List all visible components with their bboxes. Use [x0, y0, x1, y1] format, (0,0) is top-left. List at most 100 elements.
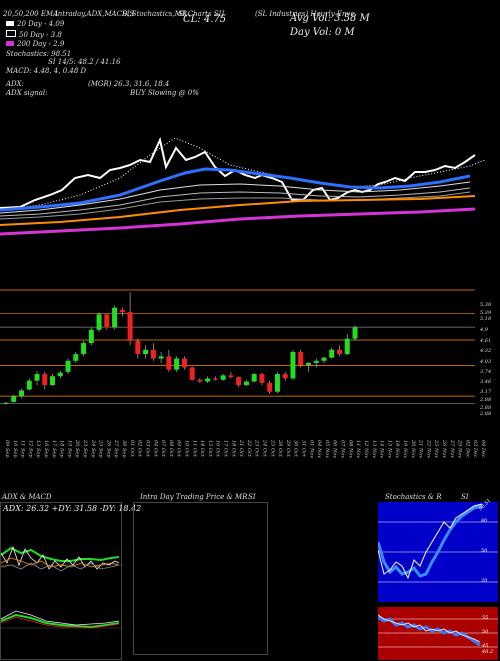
date-tick: 26 Nov [440, 440, 447, 459]
candle-body [65, 360, 71, 372]
candle-body [11, 396, 17, 402]
candle-body [305, 362, 311, 366]
intraday-panel [133, 502, 268, 655]
dotted-line [0, 137, 486, 211]
date-tick: 23 Oct [253, 440, 260, 457]
date-tick: 01 Oct [128, 440, 135, 457]
header-tab-stochastics[interactable]: SI,Stochastics,MR [122, 10, 188, 18]
ema-chart [0, 136, 486, 236]
date-tick: 25 Oct [269, 440, 276, 457]
candle-body [251, 374, 257, 382]
candle-body [220, 375, 226, 380]
date-tick: 09 Sep [4, 440, 10, 458]
date-tick: 17 Sep [50, 440, 57, 458]
header-tab-hourly[interactable]: (SL Industries) Hourly Enve [255, 10, 355, 18]
header-tab-charts[interactable]: SI,Charts SIJ [178, 10, 225, 18]
intraday-si: SI [248, 493, 256, 501]
date-tick: 24 Sep [89, 440, 96, 458]
date-tick: 16 Oct [214, 440, 221, 457]
date-tick: 08 Oct [167, 440, 174, 457]
candle-body [3, 402, 9, 404]
candle-body [181, 358, 187, 368]
candle-body [228, 375, 234, 378]
date-tick: 04 Dec [480, 440, 486, 458]
candle-body [282, 374, 288, 379]
ema20-swatch [6, 21, 14, 26]
date-tick: 04 Oct [152, 440, 159, 457]
candle-body [150, 349, 156, 359]
date-tick: 16 Sep [43, 440, 50, 458]
candle-body [205, 378, 211, 382]
close-price: CL: 4.75 [183, 14, 227, 25]
stoch-level-50: 50 [481, 548, 488, 554]
price-tick: 4.9 [480, 327, 488, 333]
price-tick: 2.88 [480, 411, 492, 417]
date-tick: 21 Oct [238, 440, 245, 457]
date-tick: 29 Nov [456, 440, 463, 459]
avg-volume: Avg Vol: 3.58 M [290, 13, 370, 24]
stochastics-label: Stochastics: 98.51 [6, 50, 72, 58]
stochastics-si: SI [461, 493, 469, 501]
candle-body [104, 314, 110, 328]
header-tab-intraday[interactable]: Intraday,ADX,MACD,S [55, 10, 135, 18]
ema50-swatch [6, 30, 16, 37]
adx-macd-title: ADX & MACD [2, 493, 52, 501]
candle-body [321, 357, 327, 361]
date-tick: 03 Oct [144, 440, 151, 457]
si-plot [378, 614, 498, 648]
date-tick: 07 Oct [160, 440, 167, 457]
macd-label: MACD: 4.48, 4, 0.48 D [6, 67, 87, 75]
date-tick: 18 Nov [394, 440, 401, 459]
candle-body [344, 338, 350, 355]
day-volume: Day Vol: 0 M [290, 27, 355, 38]
candle-body [352, 327, 358, 339]
date-tick: 30 Oct [292, 440, 299, 457]
stoch-level-20: 20 [481, 578, 488, 584]
date-tick: 08 Nov [347, 440, 354, 459]
date-tick: 20 Sep [74, 440, 81, 458]
candle-body [127, 312, 133, 341]
si-value: 48.2 [482, 649, 494, 655]
date-tick: 18 Oct [230, 440, 237, 457]
blue-line [0, 167, 471, 212]
date-tick: 10 Oct [183, 440, 190, 457]
date-tick: 30 Sep [121, 440, 128, 458]
stochastics-panel: 80 50 20 98.51 [378, 498, 498, 602]
date-tick: 20 Nov [409, 440, 416, 459]
price-tick: 5.38 [480, 302, 492, 308]
price-tick: 3.74 [480, 369, 492, 375]
date-tick: 09 Oct [175, 440, 182, 457]
date-tick: 19 Nov [401, 440, 408, 459]
candle-body [174, 358, 180, 370]
date-tick: 03 Dec [472, 440, 479, 458]
candle-body [236, 377, 242, 386]
adx-signal-label: ADX signal: [6, 89, 48, 97]
ema50-row: 50 Day - 3.8 [6, 30, 62, 39]
date-tick: 17 Oct [222, 440, 229, 457]
candle-body [50, 376, 56, 386]
date-tick: 24 Oct [261, 440, 268, 457]
price-tick: 2.88 [480, 405, 492, 411]
si-label: SI 14/5: 48.2 / 41.16 [48, 58, 121, 66]
candle-body [313, 360, 319, 363]
date-tick: 02 Oct [136, 440, 143, 457]
candle-body [96, 314, 102, 330]
si-panel: 55 50 45 48.2 [378, 607, 498, 660]
price-tick: 5.18 [480, 316, 492, 322]
candle-body [298, 351, 304, 366]
ema-grey-line [0, 191, 471, 220]
price-tick: 5.39 [480, 310, 492, 316]
adx-macd-plot [1, 545, 123, 629]
header-tab-ema[interactable]: 20,50,200 EMA [3, 10, 59, 18]
date-tick: 13 Sep [35, 440, 42, 458]
date-tick: 19 Sep [66, 440, 73, 458]
price-tick: 3.17 [480, 389, 492, 395]
candle-body [212, 378, 218, 380]
date-tick: 28 Oct [277, 440, 284, 457]
date-tick: 02 Dec [464, 440, 471, 458]
date-tick: 12 Nov [362, 440, 369, 459]
adx-macd-panel: ADX: 26.32 +DY: 31.58 -DY: 18.42 [0, 502, 141, 660]
candle-body [259, 374, 265, 383]
candle-body [243, 381, 249, 386]
ema20-line [0, 181, 471, 214]
